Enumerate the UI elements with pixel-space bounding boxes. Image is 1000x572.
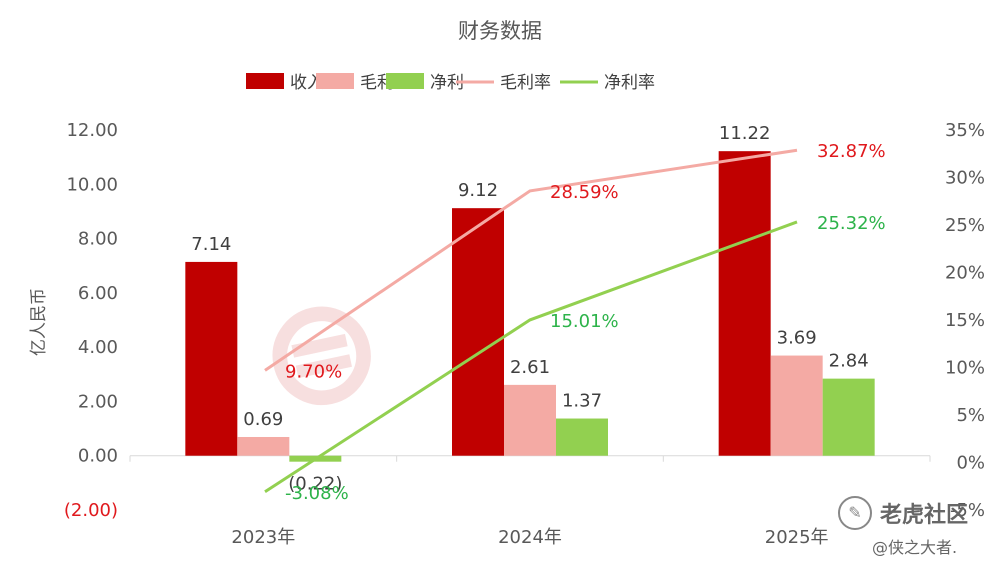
- line-label-净利率: -3.08%: [285, 483, 349, 504]
- bar-label-收入-2025年: 11.22: [719, 123, 771, 144]
- y-right-tick: 15%: [945, 310, 985, 331]
- bar-净利-2025年: [822, 378, 875, 456]
- legend-swatch-净利: [386, 73, 424, 89]
- y-left-tick: (2.00): [64, 500, 118, 521]
- y-right-tick: 10%: [945, 358, 985, 379]
- y-left-tick: 2.00: [78, 391, 118, 412]
- watermark-user: @侠之大者.: [872, 538, 958, 557]
- chart-title: 财务数据: [458, 19, 542, 43]
- y-left-tick: 8.00: [78, 229, 118, 250]
- bar-label-毛利-2023年: 0.69: [243, 409, 283, 430]
- bar-label-毛利-2024年: 2.61: [510, 357, 550, 378]
- line-毛利率: [264, 148, 798, 372]
- y-left-tick: 6.00: [78, 283, 118, 304]
- y-right-tick: -5%: [950, 500, 985, 521]
- line-净利率: [264, 220, 798, 494]
- line-label-毛利率: 9.70%: [285, 361, 342, 382]
- bar-收入-2025年: [718, 151, 771, 456]
- y-right-tick: 30%: [945, 168, 985, 189]
- y-left-tick: 10.00: [66, 174, 118, 195]
- bar-label-净利-2023年: (0.22): [288, 474, 342, 495]
- legend-label-净利: 净利: [430, 73, 464, 93]
- watermark-logo: ✎: [838, 496, 872, 530]
- legend-label-毛利率: 毛利率: [500, 73, 551, 93]
- bar-label-净利-2025年: 2.84: [829, 351, 869, 372]
- bar-label-收入-2024年: 9.12: [458, 180, 498, 201]
- bar-毛利-2024年: [504, 384, 556, 456]
- y-right-tick: 25%: [945, 215, 985, 236]
- y-right-tick: 35%: [945, 120, 985, 141]
- bar-毛利-2023年: [237, 436, 290, 456]
- x-tick-label: 2023年: [231, 527, 295, 548]
- legend-label-净利率: 净利率: [604, 73, 655, 93]
- bar-毛利-2025年: [770, 355, 823, 456]
- bar-label-毛利-2025年: 3.69: [777, 328, 817, 349]
- line-label-净利率: 15.01%: [550, 311, 619, 332]
- line-label-毛利率: 32.87%: [817, 141, 886, 162]
- y-left-tick: 0.00: [78, 446, 118, 467]
- bar-收入-2023年: [185, 261, 238, 456]
- y-right-tick: 0%: [956, 453, 985, 474]
- legend-swatch-收入: [246, 73, 284, 89]
- x-tick-label: 2025年: [765, 527, 829, 548]
- y-left-tick: 12.00: [66, 120, 118, 141]
- line-label-毛利率: 28.59%: [550, 182, 619, 203]
- y-axis-label: 亿人民币: [29, 288, 49, 356]
- y-right-tick: 20%: [945, 263, 985, 284]
- bar-label-收入-2023年: 7.14: [191, 234, 231, 255]
- legend-swatch-毛利: [316, 73, 354, 89]
- watermark-brand: 老虎社区: [880, 503, 969, 528]
- y-right-tick: 5%: [956, 405, 985, 426]
- y-left-tick: 4.00: [78, 337, 118, 358]
- legend-label-毛利: 毛利: [360, 73, 394, 93]
- legend-label-收入: 收入: [290, 73, 324, 93]
- line-label-净利率: 25.32%: [817, 213, 886, 234]
- bar-收入-2024年: [452, 208, 504, 456]
- bar-label-净利-2024年: 1.37: [562, 391, 602, 412]
- x-tick-label: 2024年: [498, 527, 562, 548]
- bar-净利-2024年: [556, 418, 608, 456]
